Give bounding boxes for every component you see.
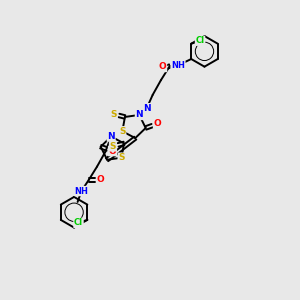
Text: S: S xyxy=(119,127,126,136)
Text: NH: NH xyxy=(171,61,185,70)
Text: Cl: Cl xyxy=(74,218,83,227)
Text: N: N xyxy=(136,110,143,119)
Text: S: S xyxy=(110,110,117,118)
Text: NH: NH xyxy=(74,187,88,196)
Text: Cl: Cl xyxy=(196,36,205,45)
Text: N: N xyxy=(143,104,151,113)
Text: O: O xyxy=(97,176,104,184)
Text: S: S xyxy=(110,142,116,151)
Text: O: O xyxy=(109,147,116,156)
Text: O: O xyxy=(159,62,167,71)
Text: O: O xyxy=(154,119,161,128)
Text: N: N xyxy=(107,132,115,141)
Text: S: S xyxy=(118,153,125,162)
